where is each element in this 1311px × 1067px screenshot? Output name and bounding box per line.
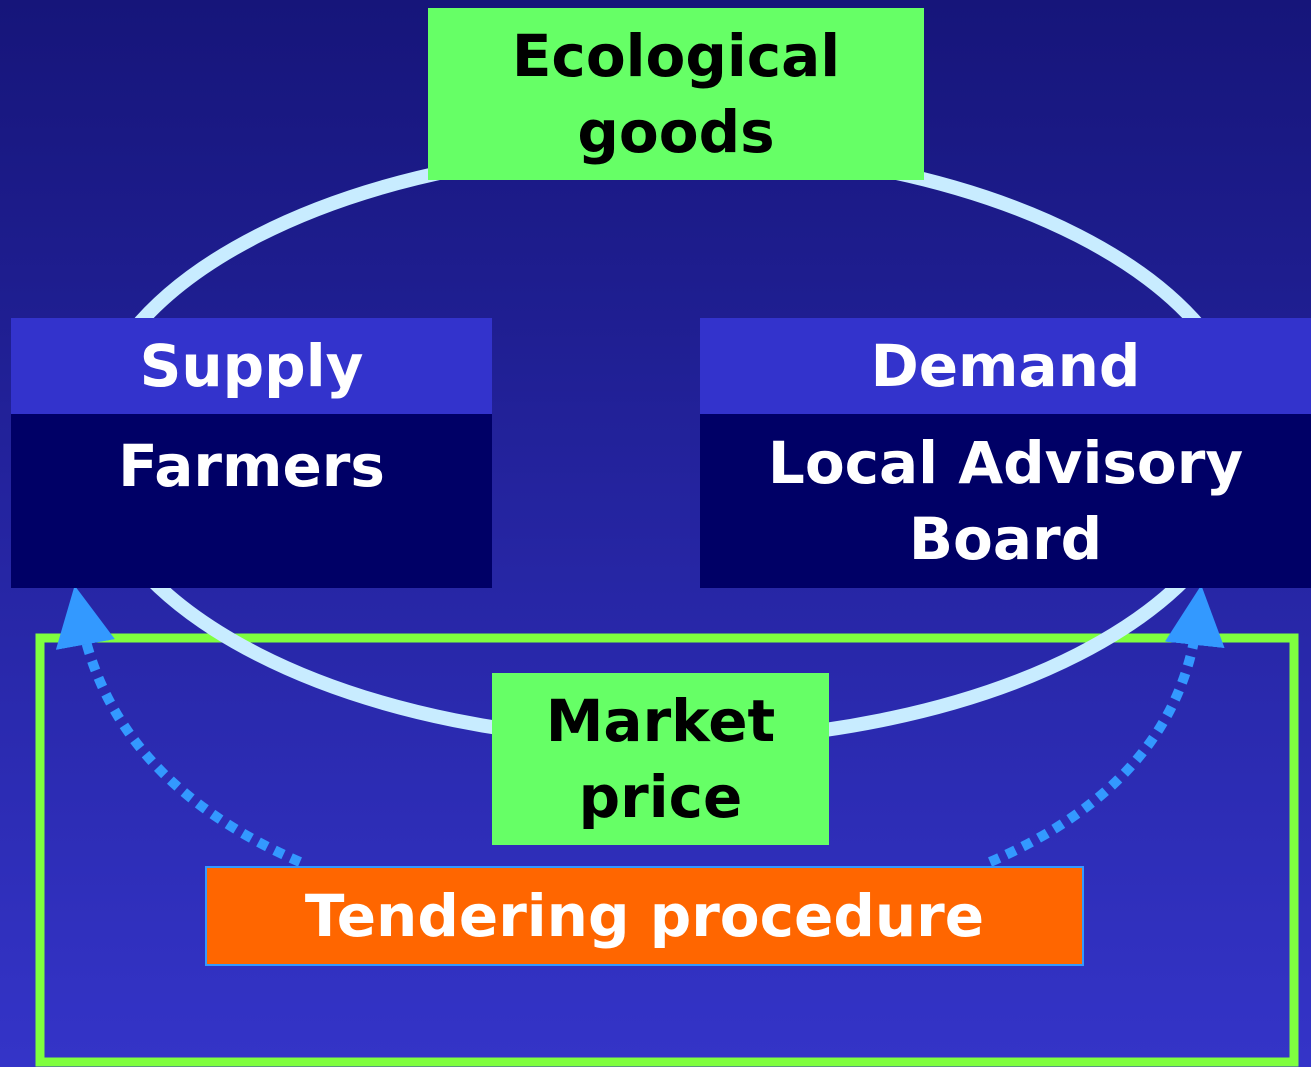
market-price: Market price (492, 673, 829, 845)
tendering-procedure: Tendering procedure (205, 866, 1084, 966)
frame (35, 633, 1299, 1067)
farmers: Farmers (11, 414, 492, 588)
arrow-right (988, 585, 1225, 867)
demand-header: Demand (700, 318, 1311, 414)
local-advisory-board: Local Advisory Board (700, 414, 1311, 588)
supply-header: Supply (11, 318, 492, 414)
ecological-goods: Ecological goods (428, 8, 924, 180)
arrow-left (55, 585, 302, 867)
